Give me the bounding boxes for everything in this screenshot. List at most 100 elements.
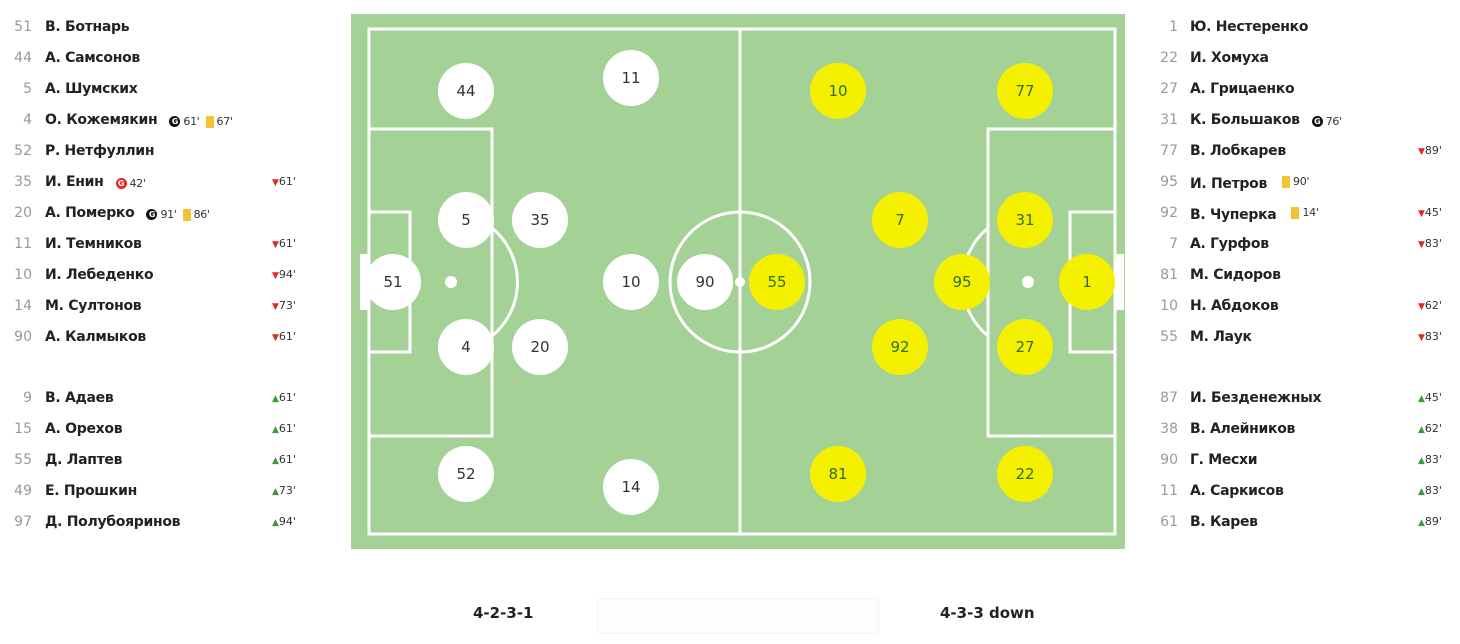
home-pitch-player[interactable]: 35 (512, 192, 568, 248)
home-pitch-player[interactable]: 44 (438, 63, 494, 119)
player-name[interactable]: В. Алейников (1190, 421, 1296, 437)
player-name[interactable]: А. Гурфов (1190, 236, 1269, 252)
sub-on-arrow-icon: ▲ (272, 456, 279, 466)
player-row[interactable]: 27 А. Грицаенко (0, 78, 1460, 100)
away-pitch-player[interactable]: 81 (810, 446, 866, 502)
player-row[interactable]: 10 Н. Абдоков ▼62' (0, 295, 1460, 317)
player-row[interactable]: 20 А. Померко G 91' 86' (0, 202, 1460, 224)
player-row[interactable]: 90 А. Калмыков ▼61' (0, 326, 1460, 348)
event-minute: 91' (160, 207, 177, 221)
home-pitch-player[interactable]: 14 (603, 459, 659, 515)
player-name[interactable]: А. Шумских (45, 81, 138, 97)
player-name[interactable]: М. Сидоров (1190, 267, 1281, 283)
home-pitch-player[interactable]: 4 (438, 319, 494, 375)
player-row[interactable]: 38 В. Алейников ▲62' (0, 418, 1460, 440)
player-row[interactable]: 92 В. Чуперка 14' ▼45' (0, 202, 1460, 224)
sub-on-arrow-icon: ▲ (1418, 518, 1425, 528)
player-name[interactable]: Ю. Нестеренко (1190, 19, 1309, 35)
player-row[interactable]: 4 О. Кожемякин G 61' 67' (0, 109, 1460, 131)
home-pitch-player[interactable]: 5 (438, 192, 494, 248)
away-pitch-player[interactable]: 10 (810, 63, 866, 119)
player-name[interactable]: О. Кожемякин G 61' 67' (45, 109, 233, 133)
player-name[interactable]: Д. Полубояринов (45, 514, 181, 530)
away-pitch-player[interactable]: 92 (872, 319, 928, 375)
player-row[interactable]: 87 И. Безденежных ▲45' (0, 387, 1460, 409)
player-name[interactable]: В. Адаев (45, 390, 114, 406)
player-name[interactable]: А. Самсонов (45, 50, 140, 66)
player-row[interactable]: 52 Р. Нетфуллин (0, 140, 1460, 162)
player-row[interactable]: 5 А. Шумских (0, 78, 1460, 100)
away-pitch-player[interactable]: 95 (934, 254, 990, 310)
player-row[interactable]: 49 Е. Прошкин ▲73' (0, 480, 1460, 502)
home-pitch-player[interactable]: 10 (603, 254, 659, 310)
sub-minute: 45' (1424, 391, 1442, 404)
player-name[interactable]: В. Карев (1190, 514, 1258, 530)
player-row[interactable]: 77 В. Лобкарев ▼89' (0, 140, 1460, 162)
player-name[interactable]: А. Орехов (45, 421, 123, 437)
sub-off-arrow-icon: ▼ (272, 178, 279, 188)
player-number: 92 (1160, 205, 1178, 221)
player-name[interactable]: И. Хомуха (1190, 50, 1269, 66)
sub-off-arrow-icon: ▼ (1418, 147, 1425, 157)
player-name[interactable]: А. Померко G 91' 86' (45, 202, 210, 226)
player-row[interactable]: 55 Д. Лаптев ▲61' (0, 449, 1460, 471)
sub-off: ▼89' (1418, 140, 1442, 163)
player-name[interactable]: К. Большаков G 76' (1190, 109, 1342, 133)
player-row[interactable]: 81 М. Сидоров (0, 264, 1460, 286)
player-row[interactable]: 9 В. Адаев ▲61' (0, 387, 1460, 409)
away-pitch-player[interactable]: 1 (1059, 254, 1115, 310)
away-pitch-player[interactable]: 31 (997, 192, 1053, 248)
sub-on: ▲83' (1418, 449, 1442, 472)
away-pitch-player[interactable]: 22 (997, 446, 1053, 502)
home-pitch-player[interactable]: 90 (677, 254, 733, 310)
player-name[interactable]: Р. Нетфуллин (45, 143, 155, 159)
player-row[interactable]: 55 М. Лаук ▼83' (0, 326, 1460, 348)
player-name[interactable]: И. Енин G 42' (45, 171, 146, 195)
away-pitch-player[interactable]: 77 (997, 63, 1053, 119)
player-name[interactable]: М. Лаук (1190, 329, 1252, 345)
player-name[interactable]: М. Султонов (45, 298, 142, 314)
away-pitch-player[interactable]: 27 (997, 319, 1053, 375)
player-name[interactable]: В. Лобкарев (1190, 143, 1286, 159)
player-name[interactable]: Д. Лаптев (45, 452, 123, 468)
home-pitch-player[interactable]: 11 (603, 50, 659, 106)
player-row[interactable]: 35 И. Енин G 42' ▼61' (0, 171, 1460, 193)
player-name[interactable]: А. Калмыков (45, 329, 146, 345)
away-pitch-player[interactable]: 55 (749, 254, 805, 310)
football-pitch: 44 11 5 35 51 10 90 4 20 52 14 10 77 7 31 55 95 1 92 27 81 22 (351, 14, 1125, 549)
sub-on: ▲89' (1418, 511, 1442, 534)
player-row[interactable]: 10 И. Лебеденко ▼94' (0, 264, 1460, 286)
player-row[interactable]: 95 И. Петров 90' (0, 171, 1460, 193)
formation-toggle[interactable] (597, 598, 879, 634)
player-row[interactable]: 11 И. Темников ▼61' (0, 233, 1460, 255)
player-row[interactable]: 1 Ю. Нестеренко (0, 16, 1460, 38)
player-number: 52 (14, 143, 32, 159)
home-pitch-player[interactable]: 20 (512, 319, 568, 375)
player-name[interactable]: В. Ботнарь (45, 19, 130, 35)
home-pitch-player[interactable]: 51 (365, 254, 421, 310)
home-pitch-player[interactable]: 52 (438, 446, 494, 502)
player-name[interactable]: И. Темников (45, 236, 142, 252)
player-row[interactable]: 11 А. Саркисов ▲83' (0, 480, 1460, 502)
player-row[interactable]: 31 К. Большаков G 76' (0, 109, 1460, 131)
player-row[interactable]: 7 А. Гурфов ▼83' (0, 233, 1460, 255)
away-pitch-player[interactable]: 7 (872, 192, 928, 248)
player-name[interactable]: И. Лебеденко (45, 267, 154, 283)
player-name[interactable]: В. Чуперка 14' (1190, 202, 1319, 226)
player-row[interactable]: 15 А. Орехов ▲61' (0, 418, 1460, 440)
player-name[interactable]: Н. Абдоков (1190, 298, 1279, 314)
player-name[interactable]: А. Саркисов (1190, 483, 1284, 499)
player-name[interactable]: А. Грицаенко (1190, 81, 1295, 97)
player-number: 11 (14, 236, 32, 252)
player-row[interactable]: 90 Г. Месхи ▲83' (0, 449, 1460, 471)
player-name[interactable]: Г. Месхи (1190, 452, 1258, 468)
player-name[interactable]: Е. Прошкин (45, 483, 137, 499)
player-row[interactable]: 44 А. Самсонов (0, 47, 1460, 69)
player-row[interactable]: 61 В. Карев ▲89' (0, 511, 1460, 533)
player-name[interactable]: И. Петров 90' (1190, 171, 1309, 195)
player-name[interactable]: И. Безденежных (1190, 390, 1322, 406)
player-row[interactable]: 22 И. Хомуха (0, 47, 1460, 69)
player-row[interactable]: 97 Д. Полубояринов ▲94' (0, 511, 1460, 533)
player-row[interactable]: 14 М. Султонов ▼73' (0, 295, 1460, 317)
player-row[interactable]: 51 В. Ботнарь (0, 16, 1460, 38)
